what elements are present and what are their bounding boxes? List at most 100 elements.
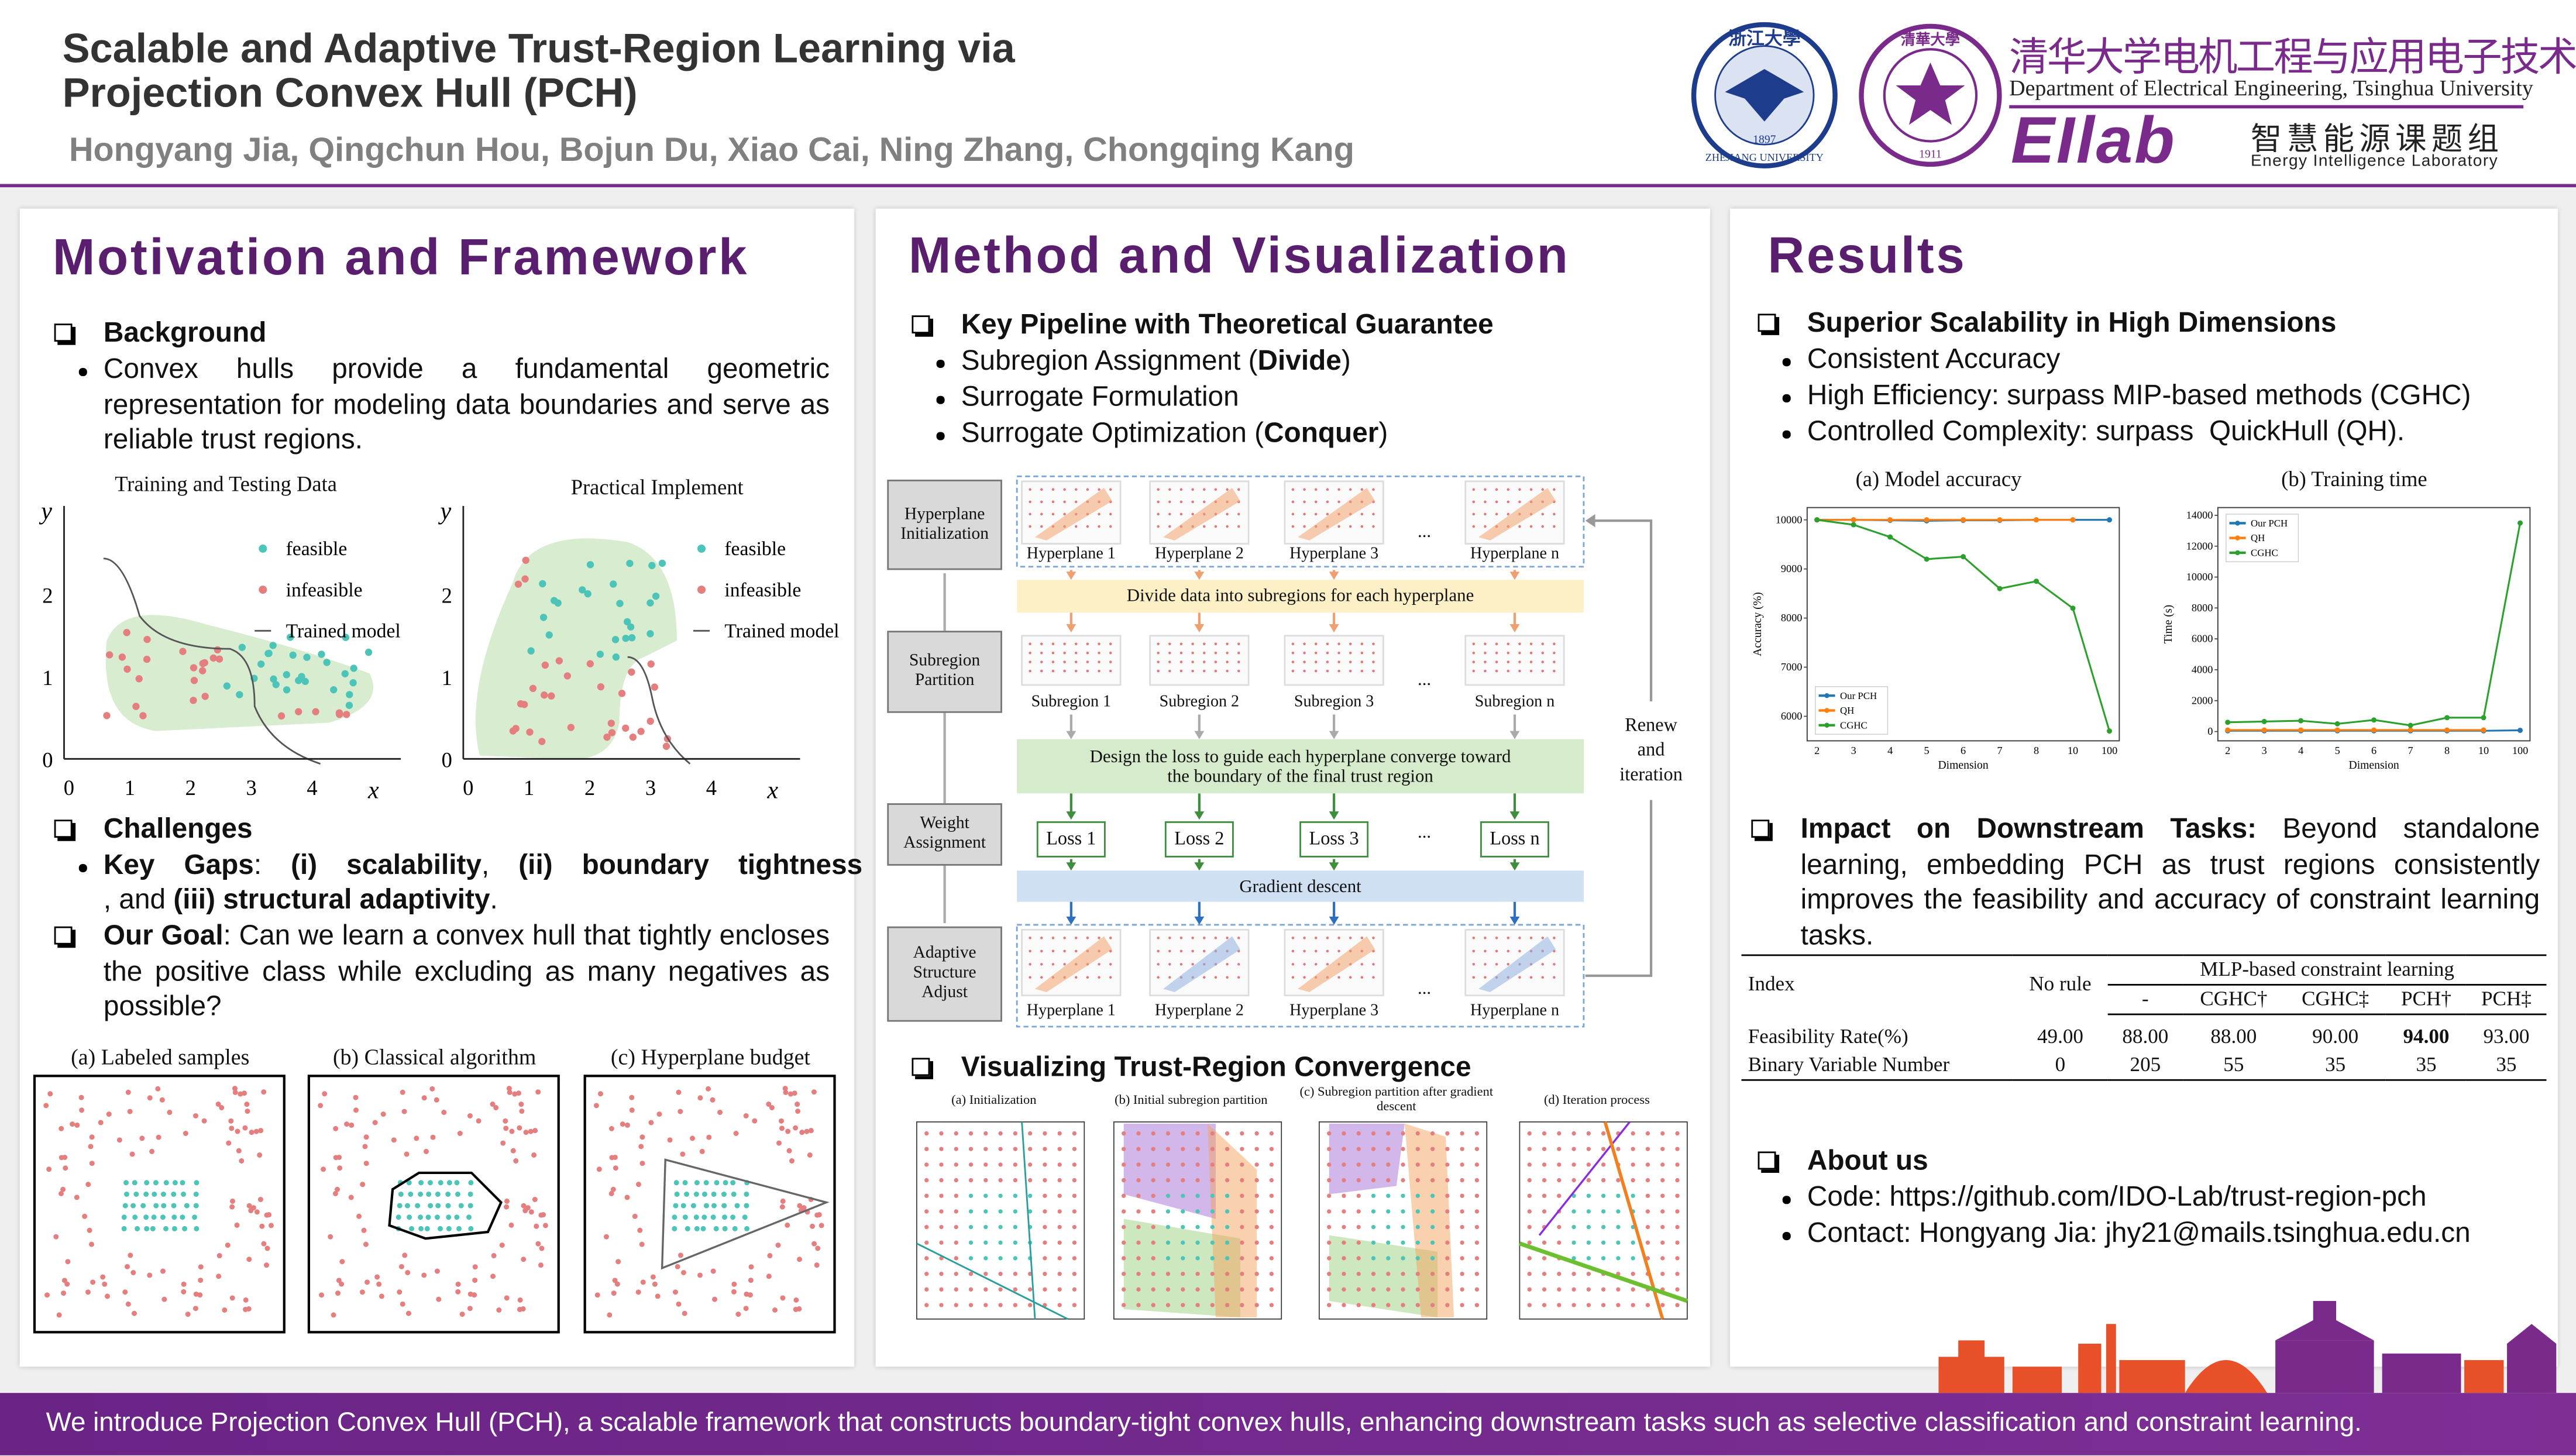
grid-dot xyxy=(1225,1131,1230,1136)
sample-dot xyxy=(472,1292,477,1298)
sample-dot xyxy=(343,711,350,718)
affiliation-cn: 清华大学电机工程与应用电子技术系 xyxy=(2009,34,2576,81)
thumb-dot xyxy=(1237,937,1240,939)
sample-plot xyxy=(33,1075,286,1334)
legend-label: feasible xyxy=(724,538,786,560)
grid-dot xyxy=(1415,1193,1420,1198)
grid-dot xyxy=(1072,1162,1077,1167)
sample-dot xyxy=(89,1241,95,1247)
plot-frame xyxy=(583,1075,836,1334)
sample-dot xyxy=(159,1097,165,1103)
thumb-dot xyxy=(1086,660,1089,663)
grid-dot xyxy=(1151,1131,1155,1136)
grid-dot xyxy=(983,1209,988,1214)
grid-dot xyxy=(939,1209,944,1214)
legend-label: CGHC xyxy=(1840,720,1867,731)
sample-dot xyxy=(143,635,151,643)
grid-dot xyxy=(954,1224,958,1230)
sample-dot xyxy=(179,648,187,655)
grid-dot xyxy=(1460,1131,1464,1136)
sample-dot xyxy=(779,1125,785,1131)
grid-dot xyxy=(1371,1131,1376,1136)
text: Subregion Assignment ( xyxy=(961,345,1258,377)
sample-dot xyxy=(542,1223,548,1228)
loss-box: Loss 3 xyxy=(1299,821,1369,858)
grid-dot xyxy=(1371,1162,1376,1167)
thumb-dot xyxy=(1472,642,1476,645)
thumb-dot xyxy=(1291,651,1295,655)
sample-dot xyxy=(539,1245,545,1251)
grid-dot xyxy=(998,1287,1003,1292)
grid-dot xyxy=(1631,1303,1635,1307)
thumb-dot xyxy=(1291,669,1295,673)
sample-dot xyxy=(78,1094,84,1100)
grid-dot xyxy=(998,1209,1003,1214)
grid-dot xyxy=(968,1240,974,1245)
sample-dot xyxy=(161,1203,167,1209)
thumb-dot xyxy=(1484,500,1487,504)
sample-dot xyxy=(629,1094,635,1100)
sample-dot xyxy=(353,1094,359,1100)
thumb-label: Subregion n xyxy=(1474,693,1555,711)
grid-dot xyxy=(1527,1303,1532,1307)
thumb-dot xyxy=(1203,651,1206,655)
sample-dot xyxy=(730,1180,736,1186)
grid-dot xyxy=(1165,1131,1171,1136)
thumb-dot xyxy=(1040,651,1043,655)
grid-dot xyxy=(1254,1147,1259,1151)
thumb-dot xyxy=(1098,660,1100,663)
x-tick-label: 0 xyxy=(463,776,473,800)
table-cell: 35 xyxy=(2325,1052,2346,1076)
sample-dot xyxy=(682,1214,688,1220)
sample-dot xyxy=(534,1223,539,1229)
thumb-dot xyxy=(1168,949,1171,953)
sample-dot xyxy=(89,1134,95,1140)
thumb-dot xyxy=(1337,937,1340,939)
table-subheader: PCH† xyxy=(2386,985,2467,1016)
grid-dot xyxy=(1043,1131,1047,1136)
sample-dot xyxy=(611,636,620,643)
series-marker xyxy=(2334,721,2340,727)
thumb-dot xyxy=(1541,937,1544,939)
grid-dot xyxy=(1631,1287,1635,1292)
thumb-dot xyxy=(1495,963,1498,966)
grid-dot xyxy=(1660,1162,1665,1167)
sample-dot xyxy=(456,1226,462,1231)
sample-dot xyxy=(512,725,520,732)
sample-dot xyxy=(235,1128,240,1134)
thumb-dot xyxy=(1109,651,1112,655)
sample-dot xyxy=(257,660,265,668)
sample-dot xyxy=(637,1227,643,1233)
thumb-dot xyxy=(1157,488,1160,491)
sample-dot xyxy=(532,1196,538,1202)
grid-dot xyxy=(1445,1131,1450,1136)
sample-dot xyxy=(253,1128,259,1134)
thumb-dot xyxy=(1291,500,1295,504)
grid-dot xyxy=(1386,1147,1391,1151)
grid-dot xyxy=(1542,1240,1547,1245)
sample-dot xyxy=(783,1089,789,1095)
grid-dot xyxy=(1210,1162,1215,1167)
sample-dot xyxy=(414,1135,419,1141)
grid-dot xyxy=(1401,1131,1405,1136)
figure-title: Training and Testing Data xyxy=(115,471,337,497)
thumb-plane xyxy=(1163,487,1241,541)
sample-dot xyxy=(193,1203,199,1209)
grid-dot xyxy=(1240,1209,1244,1214)
thumb-dot xyxy=(1472,937,1476,939)
legend-label: infeasible xyxy=(286,579,363,601)
grid-dot xyxy=(983,1147,988,1151)
grid-dot xyxy=(1645,1240,1650,1245)
thumb-dot xyxy=(1529,937,1533,939)
grid-dot xyxy=(1342,1178,1346,1183)
sample-dot xyxy=(446,1226,452,1231)
grid-dot xyxy=(1057,1162,1062,1167)
series-marker xyxy=(2444,727,2450,733)
thumb-dot xyxy=(1518,488,1521,491)
grid-dot xyxy=(1195,1131,1200,1136)
thumb-dot xyxy=(1203,976,1206,979)
grid-dot xyxy=(1165,1256,1171,1261)
grid-dot xyxy=(1254,1162,1259,1167)
sample-dot xyxy=(747,1292,753,1298)
grid-dot xyxy=(1151,1147,1155,1151)
